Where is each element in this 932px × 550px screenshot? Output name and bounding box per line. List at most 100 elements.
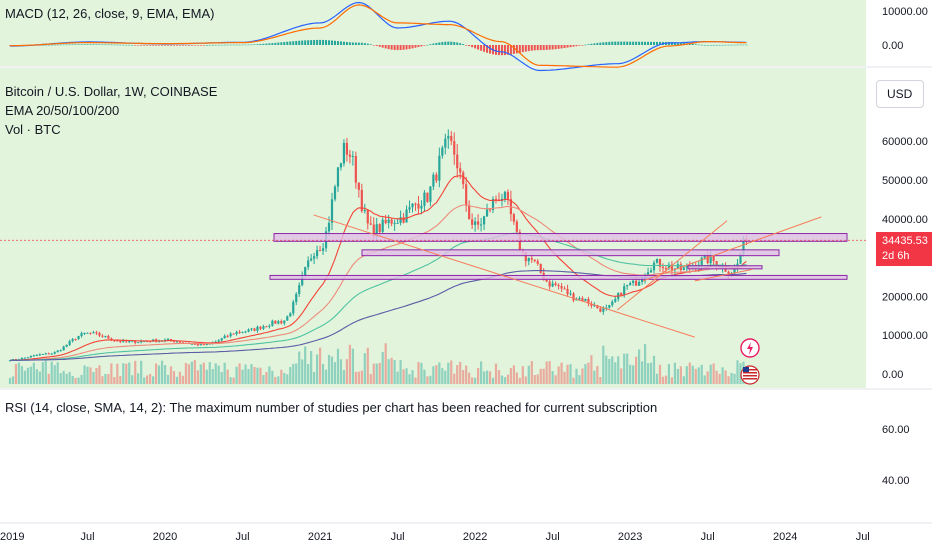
candle (318, 250, 322, 252)
candle (447, 135, 450, 139)
histogram-bar (298, 40, 301, 45)
volume-bar (390, 357, 393, 384)
candle (217, 340, 220, 342)
candle (262, 326, 265, 329)
price-axis-label: 40000.00 (882, 214, 928, 226)
histogram-bar (456, 42, 459, 45)
time-axis-label: 2019 (0, 531, 24, 543)
volume-bar (363, 353, 366, 384)
candle (26, 357, 29, 359)
candle (71, 339, 74, 342)
candle (614, 299, 617, 302)
histogram-bar (530, 45, 533, 51)
volume-bar (20, 366, 24, 384)
histogram-bar (146, 45, 149, 46)
histogram-bar (691, 43, 694, 45)
volume-bar (462, 370, 465, 384)
histogram-bar (289, 41, 292, 45)
candle (575, 299, 578, 301)
volume-bar (688, 362, 691, 384)
volume-bar (217, 365, 220, 384)
volume-bar (223, 362, 226, 384)
candle (366, 210, 369, 224)
volume-bar (450, 360, 453, 384)
currency-button[interactable]: USD (876, 80, 924, 108)
candle (584, 298, 587, 302)
volume-bar (468, 372, 471, 384)
histogram-bar (319, 39, 322, 45)
histogram-bar (244, 44, 247, 46)
candle (235, 331, 238, 335)
volume-bar (554, 375, 557, 384)
histogram-bar (158, 45, 161, 46)
candle (739, 254, 742, 264)
candle (20, 358, 24, 360)
candle (423, 192, 426, 206)
volume-bar (295, 363, 298, 384)
candle (527, 258, 530, 262)
volume-bar (444, 370, 447, 384)
volume-bar (211, 369, 214, 384)
volume-bar (420, 362, 423, 384)
volume-bar (14, 364, 18, 384)
volume-bar (298, 351, 301, 384)
histogram-bar (161, 45, 164, 46)
candle (477, 221, 480, 225)
volume-bar (202, 362, 205, 384)
histogram-bar (712, 44, 715, 46)
candle (357, 182, 360, 190)
volume-bar (274, 377, 277, 384)
volume-bar (375, 363, 378, 384)
candle (378, 224, 381, 232)
volume-bar (35, 369, 38, 384)
candle (256, 326, 259, 331)
histogram-bar (676, 42, 679, 45)
histogram-bar (170, 45, 173, 46)
histogram-bar (459, 43, 462, 45)
histogram-bar (411, 45, 414, 49)
candle (503, 191, 507, 199)
candle (402, 217, 405, 223)
histogram-bar (453, 41, 456, 45)
histogram-bar (217, 44, 220, 46)
histogram-bar (584, 44, 587, 46)
candle (149, 341, 152, 343)
volume-bar (694, 368, 697, 384)
volume-bar (98, 365, 101, 384)
volume-legend: Vol · BTC (5, 122, 61, 137)
histogram-bar (250, 44, 253, 46)
candle (330, 199, 334, 223)
volume-bar (563, 371, 566, 384)
candle (110, 338, 113, 341)
candle (381, 219, 384, 232)
volume-bar (289, 367, 292, 384)
histogram-bar (116, 44, 119, 46)
volume-bar (485, 370, 489, 384)
candle (244, 331, 247, 333)
candle (468, 205, 471, 220)
volume-bar (539, 368, 542, 384)
histogram-bar (736, 44, 739, 46)
volume-bar (661, 376, 665, 384)
histogram-bar (354, 42, 357, 45)
price-axis-label: 0.00 (882, 369, 903, 381)
histogram-bar (152, 45, 155, 46)
candle (348, 154, 351, 157)
volume-bar (581, 368, 584, 384)
candle (524, 252, 527, 262)
candle (593, 305, 596, 307)
candle (471, 219, 474, 225)
histogram-bar (172, 45, 175, 46)
volume-bar (396, 371, 399, 384)
candle (169, 339, 173, 341)
histogram-bar (328, 40, 331, 45)
histogram-bar (345, 42, 348, 45)
candle (113, 340, 116, 342)
histogram-bar (569, 45, 572, 48)
volume-bar (456, 365, 459, 384)
time-axis-label: Jul (391, 531, 405, 543)
candle (83, 332, 86, 334)
price-axis-label: 10000.00 (882, 330, 928, 342)
histogram-bar (480, 45, 483, 51)
